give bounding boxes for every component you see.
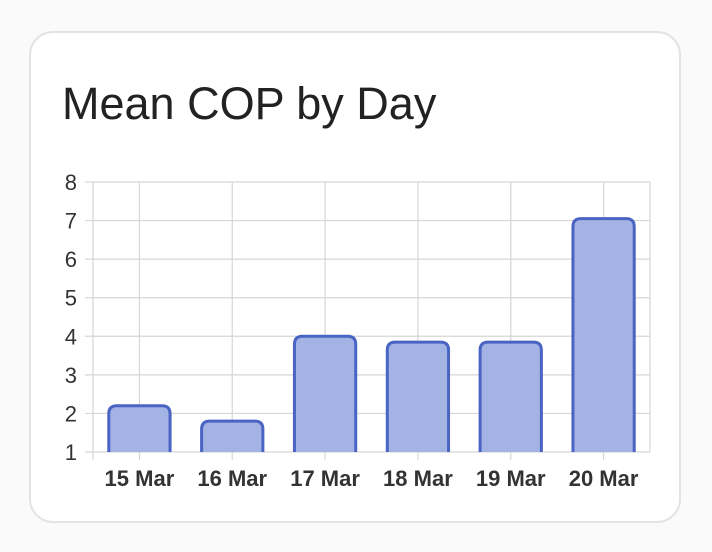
y-tick-label: 1 xyxy=(65,440,77,465)
y-tick-label: 7 xyxy=(65,209,77,234)
y-axis-ticks: 1 2 3 4 5 6 7 8 xyxy=(65,170,77,465)
y-tick-label: 8 xyxy=(65,170,77,195)
bar[interactable] xyxy=(107,404,172,452)
bar[interactable] xyxy=(200,419,265,452)
x-tick-label: 17 Mar xyxy=(290,466,360,491)
x-tick-label: 15 Mar xyxy=(105,466,175,491)
x-tick-label: 16 Mar xyxy=(197,466,267,491)
bar[interactable] xyxy=(292,334,358,452)
x-axis-ticks: 15 Mar 16 Mar 17 Mar 18 Mar 19 Mar 20 Mar xyxy=(105,466,639,491)
y-tick-label: 6 xyxy=(65,247,77,272)
y-tick-label: 4 xyxy=(65,324,77,349)
x-tick-label: 19 Mar xyxy=(476,466,546,491)
y-tick-label: 5 xyxy=(65,286,77,311)
bar[interactable] xyxy=(478,340,543,452)
chart-bars xyxy=(107,217,636,452)
bar[interactable] xyxy=(385,340,451,452)
y-tick-label: 2 xyxy=(65,401,77,426)
chart-title: Mean COP by Day xyxy=(62,78,437,129)
x-tick-label: 20 Mar xyxy=(569,466,639,491)
x-tick-label: 18 Mar xyxy=(383,466,453,491)
bar[interactable] xyxy=(571,217,636,452)
y-tick-label: 3 xyxy=(65,363,77,388)
